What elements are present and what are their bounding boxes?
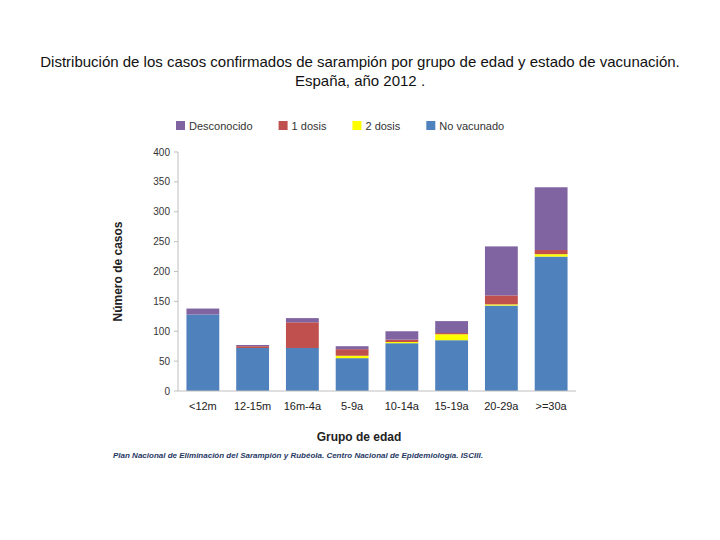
x-axis bbox=[178, 391, 576, 392]
x-tick-label: 15-19a bbox=[434, 400, 469, 412]
y-tick bbox=[174, 271, 178, 272]
bar bbox=[336, 346, 369, 349]
bar bbox=[336, 356, 369, 358]
legend-label: No vacunado bbox=[439, 120, 504, 132]
y-tick-label: 0 bbox=[164, 386, 170, 397]
bar bbox=[535, 187, 568, 250]
bar bbox=[385, 343, 418, 391]
y-tick-label: 350 bbox=[153, 176, 170, 187]
bar bbox=[535, 254, 568, 256]
y-tick-label: 150 bbox=[153, 296, 170, 307]
y-tick bbox=[174, 301, 178, 302]
y-tick bbox=[174, 241, 178, 242]
legend-swatch bbox=[426, 121, 435, 130]
x-tick-label: 12-15m bbox=[234, 400, 271, 412]
y-tick-label: 50 bbox=[159, 356, 171, 367]
bar bbox=[286, 318, 319, 322]
bar bbox=[236, 345, 269, 346]
bar bbox=[385, 331, 418, 339]
y-tick bbox=[174, 331, 178, 332]
bar bbox=[286, 348, 319, 391]
bar bbox=[336, 349, 369, 356]
bar bbox=[186, 315, 219, 391]
y-tick-label: 300 bbox=[153, 206, 170, 217]
y-tick-label: 250 bbox=[153, 236, 170, 247]
bar bbox=[485, 304, 518, 305]
legend-swatch bbox=[279, 121, 288, 130]
bar bbox=[385, 340, 418, 342]
x-tick-label: 20-29a bbox=[484, 400, 519, 412]
legend-label: 2 dosis bbox=[365, 120, 400, 132]
legend-label: Desconocido bbox=[189, 120, 253, 132]
title: Distribución de los casos confirmados de… bbox=[40, 52, 680, 90]
legend-swatch bbox=[352, 121, 361, 130]
bar bbox=[435, 340, 468, 391]
x-tick-label: 10-14a bbox=[385, 400, 420, 412]
y-tick bbox=[174, 391, 178, 392]
x-tick-label: >=30a bbox=[536, 400, 568, 412]
bar bbox=[435, 321, 468, 333]
bar bbox=[535, 250, 568, 254]
bar bbox=[485, 246, 518, 295]
y-tick-label: 400 bbox=[153, 147, 170, 158]
bar bbox=[485, 306, 518, 391]
bar bbox=[336, 358, 369, 391]
bar bbox=[435, 333, 468, 334]
y-tick bbox=[174, 361, 178, 362]
bar bbox=[236, 348, 269, 391]
x-tick-label: 16m-4a bbox=[284, 400, 322, 412]
y-tick-label: 100 bbox=[153, 326, 170, 337]
y-tick bbox=[174, 152, 178, 153]
source: Plan Nacional de Eliminación del Sarampi… bbox=[113, 451, 483, 460]
y-tick bbox=[174, 181, 178, 182]
x-tick-label: <12m bbox=[189, 400, 217, 412]
bar bbox=[236, 346, 269, 348]
bar bbox=[485, 295, 518, 304]
bar bbox=[435, 334, 468, 340]
bar bbox=[186, 309, 219, 315]
chart: 0 50 100 150 200 250 300 350 400 <12m 12-15m 16m-4a… bbox=[0, 0, 720, 540]
x-tick-label: 5-9a bbox=[341, 400, 364, 412]
x-axis-title: Grupo de edad bbox=[317, 430, 402, 444]
bar bbox=[385, 342, 418, 343]
bar bbox=[286, 322, 319, 348]
legend-label: 1 dosis bbox=[292, 120, 327, 132]
y-tick bbox=[174, 211, 178, 212]
bars bbox=[186, 187, 567, 391]
y-axis-title: Número de casos bbox=[111, 221, 125, 321]
y-tick-label: 200 bbox=[153, 266, 170, 277]
bar bbox=[535, 257, 568, 391]
legend-swatch bbox=[176, 121, 185, 130]
